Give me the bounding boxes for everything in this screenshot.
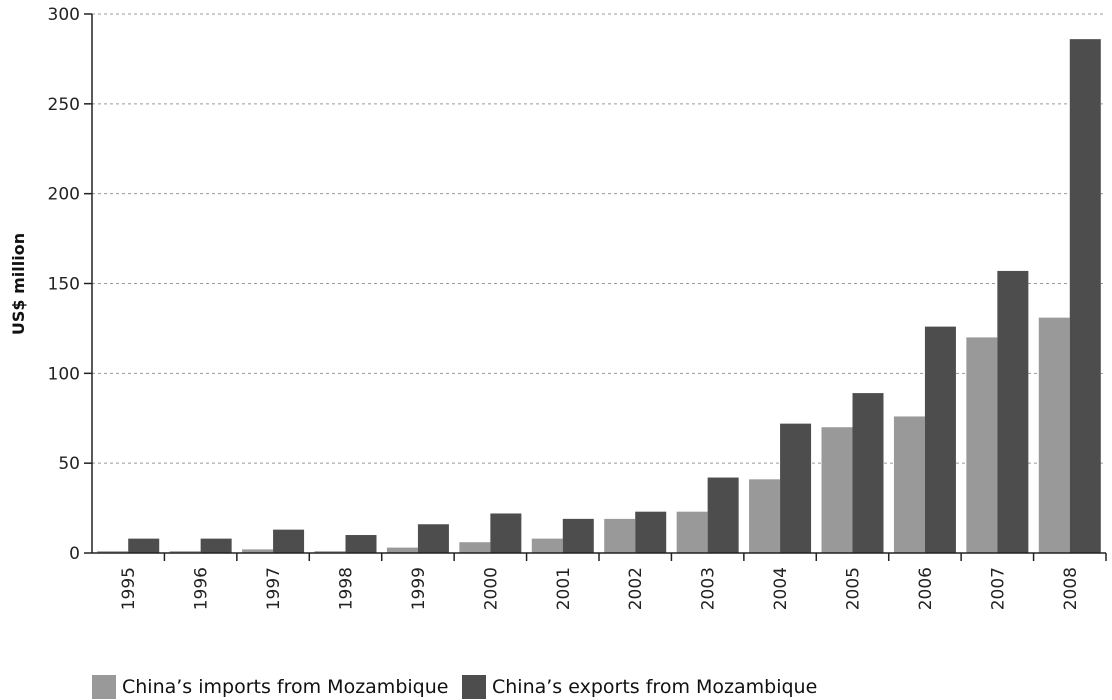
bar-imports [1038,317,1070,553]
y-tick-label: 200 [48,185,80,205]
y-tick-label: 50 [58,454,80,474]
bars [97,39,1101,554]
bar-imports [531,538,563,553]
gridlines [92,13,1106,464]
bar-imports [604,518,636,553]
x-tick-label: 2008 [1061,567,1081,610]
y-tick-label: 250 [48,95,80,115]
legend-item-imports: China’s imports from Mozambique [92,674,462,700]
x-tick-label: 2000 [481,567,501,610]
bar-exports [997,270,1029,553]
bar-exports [852,393,884,553]
bar-imports [314,551,346,553]
x-tick-label: 2005 [844,567,864,610]
bar-exports [200,538,232,553]
x-ticks: 1995 1996 1997 1998 1999 2000 2001 2002 2003 2004… [119,553,1107,610]
x-tick-label: 1995 [119,567,139,610]
bar-exports [562,518,594,553]
x-tick-label: 1999 [409,567,429,610]
bar-imports [966,337,998,553]
bar-chart: 0 50 100 150 200 250 300 1995 1996 1997 1998 1999 2… [9,5,1107,610]
bar-exports [345,535,377,553]
bar-exports [128,538,160,553]
legend: China’s imports from Mozambique China’s … [92,674,817,700]
legend-item-exports: China’s exports from Mozambique [462,674,817,700]
x-tick-label: 2001 [554,567,574,610]
x-tick-label: 2006 [916,567,936,610]
y-ticks: 0 50 100 150 200 250 300 [48,5,92,564]
bar-imports [821,427,853,553]
bar-exports [1069,39,1101,554]
x-tick-label: 2003 [699,567,719,610]
bar-imports [749,479,781,553]
bar-exports [780,423,812,553]
legend-swatch-imports [92,675,116,699]
y-tick-label: 300 [48,5,80,25]
legend-label-imports: China’s imports from Mozambique [122,676,449,698]
x-tick-label: 1996 [192,567,212,610]
y-axis-title: US$ million [9,233,28,335]
bar-exports [635,511,667,553]
bar-imports [676,511,708,553]
x-tick-label: 1998 [337,567,357,610]
x-tick-label: 2007 [988,567,1008,610]
bar-imports [169,551,201,553]
bar-exports [924,326,956,553]
legend-label-exports: China’s exports from Mozambique [492,676,818,698]
bar-exports [273,529,305,553]
bar-exports [490,513,522,553]
y-tick-label: 100 [48,364,80,384]
bar-imports [242,549,274,553]
bar-imports [459,542,491,553]
bar-exports [707,477,739,553]
bar-imports [893,416,925,553]
x-tick-label: 2004 [771,567,791,610]
bar-exports [417,524,449,553]
legend-swatch-exports [462,675,486,699]
x-tick-label: 2002 [626,567,646,610]
y-tick-label: 0 [69,544,80,564]
bar-imports [97,551,129,553]
x-tick-label: 1997 [264,567,284,610]
bar-imports [386,547,418,553]
y-tick-label: 150 [48,275,80,295]
